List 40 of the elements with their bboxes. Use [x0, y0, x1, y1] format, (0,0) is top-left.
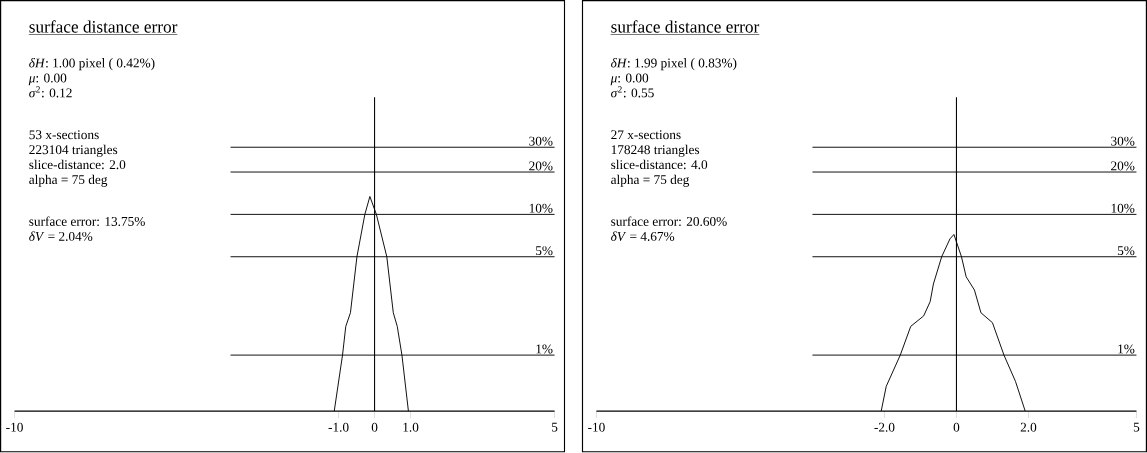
annotation: 178248 triangles [611, 145, 700, 158]
annotation: alpha = 75 deg [611, 174, 690, 188]
x-tick-label: -10 [6, 422, 23, 432]
annotation: slice-distance: 4.0 [611, 159, 708, 170]
annotation: 223104 triangles [29, 145, 118, 158]
annotation: δV = 4.67% [611, 231, 675, 242]
text: δH: 1.99 pixel ( 0.83%) [611, 58, 737, 71]
text: μ: 0.00 [610, 73, 649, 86]
chart-title: surface distance error [611, 20, 760, 33]
x-tick-label: -10 [588, 422, 605, 432]
ref-line-label: 5% [536, 246, 553, 256]
annotation: δV = 2.04% [29, 231, 93, 242]
ref-line-label: 30% [1111, 136, 1135, 146]
ref-line-label: 5% [1117, 246, 1135, 256]
ref-line-label: 1% [1118, 344, 1135, 354]
annotation: σ$^{2}$: 0.12 [29, 86, 72, 98]
annotation: surface error: 20.60% [611, 216, 727, 227]
annotation: 27 x-sections [611, 130, 681, 140]
ref-line-label: 20% [529, 161, 553, 171]
x-tick-label: -2.0 [874, 422, 895, 432]
x-tick-label: 1.0 [403, 422, 419, 432]
ref-line-label: 30% [529, 136, 553, 146]
x-tick-label: 2.0 [1020, 422, 1037, 432]
annotation: σ$^{2}$: 0.55 [611, 86, 654, 98]
ref-line-label: 10% [529, 204, 553, 213]
annotation: 53 x-sections [29, 130, 99, 140]
annotation: alpha = 75 deg [29, 174, 108, 188]
text: μ: 0.00 [28, 73, 67, 86]
ref-line-label: 1% [536, 344, 553, 354]
text: δH: 1.00 pixel ( 0.42%) [29, 58, 155, 71]
x-tick-label: -1.0 [328, 422, 349, 432]
x-tick-label: 5 [1133, 422, 1140, 432]
x-tick-label: 0 [371, 422, 378, 432]
ref-line-label: 20% [1111, 161, 1135, 171]
x-tick-label: 5 [552, 422, 558, 432]
annotation: slice-distance: 2.0 [29, 159, 126, 170]
ref-line-label: 10% [1111, 204, 1135, 213]
annotation: surface error: 13.75% [29, 216, 145, 227]
x-tick-label: 0 [953, 422, 960, 432]
chart-title: surface distance error [29, 20, 178, 33]
